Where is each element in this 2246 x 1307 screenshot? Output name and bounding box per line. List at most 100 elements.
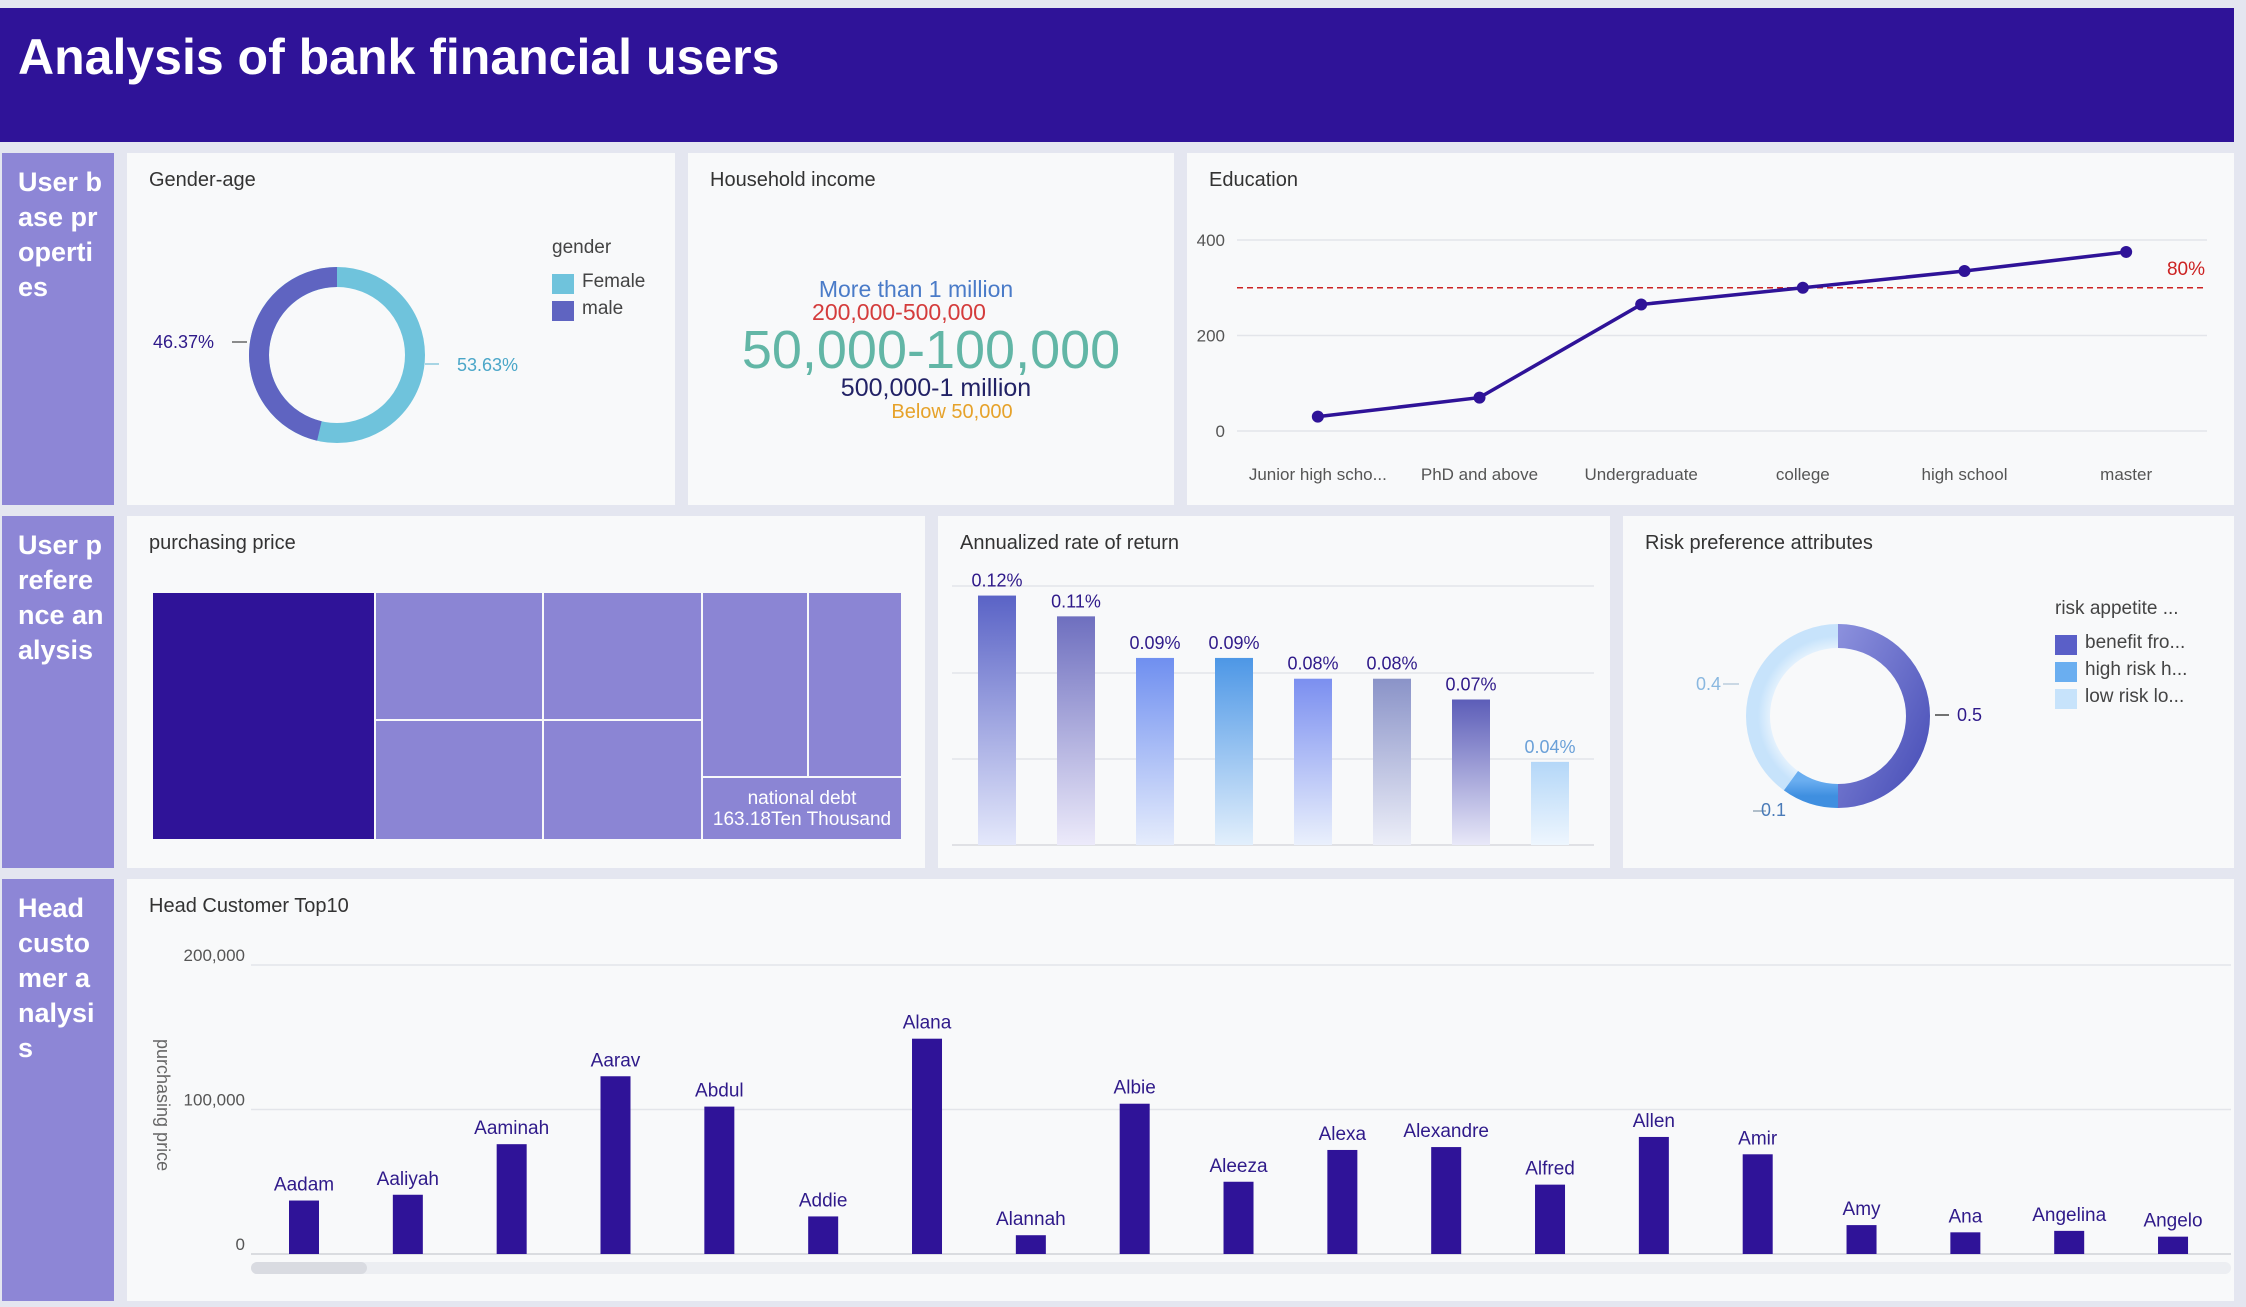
- bar-category-label: Alana: [903, 1013, 952, 1034]
- bar-category-label: Aarav: [591, 1050, 641, 1071]
- panel-purchasing-price: purchasing price national debt 163.18Ten…: [127, 516, 925, 868]
- bar-category-label: Abdul: [695, 1081, 744, 1102]
- data-label: 0.04%: [1524, 737, 1575, 757]
- bar[interactable]: [1535, 1184, 1566, 1254]
- treemap-node-name: national debt: [747, 788, 857, 809]
- bar[interactable]: [2054, 1230, 2085, 1254]
- bar-category-label: Aadam: [274, 1175, 334, 1196]
- data-label: 0.11%: [1051, 591, 1101, 611]
- treemap-node[interactable]: [153, 593, 374, 839]
- data-point[interactable]: [1311, 410, 1324, 423]
- legend-title: gender: [552, 237, 612, 258]
- treemap-node-national-debt[interactable]: national debt 163.18Ten Thousand: [703, 778, 901, 839]
- scrollbar-thumb[interactable]: [251, 1262, 367, 1274]
- panel-risk-preference: Risk preference attributes: [1623, 516, 2234, 868]
- data-label: 0.09%: [1129, 633, 1180, 653]
- bar[interactable]: [912, 1038, 943, 1254]
- education-line-chart: 0 200 400 Junior high scho... PhD and above U…: [1197, 231, 2207, 484]
- data-point[interactable]: [1635, 298, 1648, 311]
- bar[interactable]: [1531, 761, 1569, 845]
- data-label: 0.08%: [1287, 654, 1338, 674]
- bar-category-label: Alfred: [1525, 1159, 1575, 1180]
- bar[interactable]: [496, 1144, 527, 1254]
- treemap-node[interactable]: [376, 721, 542, 839]
- word-cloud-item[interactable]: Below 50,000: [891, 401, 1013, 423]
- bar[interactable]: [1638, 1136, 1669, 1254]
- bar-category-label: Allen: [1633, 1111, 1675, 1132]
- panel-annualized-return: Annualized rate of return 0.12% 0.11% 0.09…: [938, 516, 1610, 868]
- word-cloud-item[interactable]: 500,000-1 million: [840, 374, 1032, 402]
- bar[interactable]: [1015, 1235, 1046, 1254]
- treemap-node[interactable]: [544, 593, 701, 719]
- bar[interactable]: [1294, 678, 1332, 845]
- treemap-node[interactable]: [376, 593, 542, 719]
- bar[interactable]: [1223, 1181, 1254, 1254]
- panel-gender-age: Gender-age 46.37% 53.63% gender Female m…: [127, 153, 675, 505]
- donut-slice-benefit[interactable]: [1837, 624, 1930, 808]
- bar[interactable]: [392, 1194, 423, 1254]
- data-label: 0.12%: [971, 571, 1022, 591]
- data-point[interactable]: [2120, 245, 2133, 258]
- donut-slice-high-risk[interactable]: [1783, 770, 1839, 808]
- bar[interactable]: [1452, 699, 1490, 846]
- data-label: 0.09%: [1208, 633, 1259, 653]
- donut-label-high-risk: 0.1: [1761, 800, 1786, 820]
- x-tick-label: high school: [1921, 465, 2007, 484]
- y-axis-label: purchasing price: [153, 1039, 173, 1171]
- bar[interactable]: [1057, 616, 1095, 845]
- panel-title: Annualized rate of return: [960, 532, 1180, 554]
- data-point[interactable]: [1796, 281, 1809, 294]
- bar[interactable]: [1846, 1225, 1877, 1254]
- legend-title: risk appetite ...: [2055, 598, 2179, 619]
- x-tick-label: PhD and above: [1421, 465, 1538, 484]
- x-tick-label: college: [1776, 465, 1830, 484]
- bar-category-label: Albie: [1114, 1078, 1156, 1099]
- treemap-node[interactable]: [809, 593, 901, 776]
- bar-category-label: Aaliyah: [377, 1169, 439, 1190]
- section-label-user-base: User base properties: [2, 153, 114, 505]
- x-tick-label: Undergraduate: [1584, 465, 1697, 484]
- head-customer-bar-chart: purchasing price 0 100,000 200,000 Aadam Aal…: [153, 946, 2231, 1255]
- word-cloud-item[interactable]: More than 1 million: [818, 276, 1014, 302]
- bar-category-label: Aaminah: [474, 1118, 549, 1139]
- treemap-node[interactable]: [544, 721, 701, 839]
- data-point[interactable]: [1958, 265, 1971, 278]
- data-point[interactable]: [1473, 391, 1486, 404]
- panel-title: Risk preference attributes: [1645, 532, 1873, 554]
- bar[interactable]: [289, 1200, 319, 1254]
- bar-category-label: Aleeza: [1209, 1156, 1268, 1177]
- bar[interactable]: [1119, 1103, 1150, 1254]
- panel-education: Education 0 200 400 Junior high scho... PhD …: [1187, 153, 2234, 505]
- threshold-label: 80%: [2167, 259, 2205, 280]
- panel-title: purchasing price: [149, 532, 296, 554]
- word-cloud-item[interactable]: 200,000-500,000: [812, 299, 986, 325]
- legend-label: high risk h...: [2085, 659, 2188, 680]
- chart-scrollbar[interactable]: [251, 1262, 2231, 1274]
- bar[interactable]: [1373, 678, 1411, 845]
- y-tick-label: 0: [1216, 422, 1225, 441]
- legend-label: benefit fro...: [2085, 632, 2186, 653]
- page-title: Analysis of bank financial users: [18, 29, 780, 85]
- bar[interactable]: [1431, 1147, 1462, 1254]
- bar[interactable]: [1327, 1149, 1358, 1254]
- bar[interactable]: [808, 1216, 839, 1254]
- bar[interactable]: [1950, 1232, 1981, 1254]
- panel-head-customer: Head Customer Top10 purchasing price 0 10…: [127, 879, 2234, 1301]
- treemap-node-value: 163.18Ten Thousand: [712, 809, 892, 830]
- donut-slice-male[interactable]: [249, 267, 338, 441]
- bar[interactable]: [2158, 1236, 2189, 1254]
- x-tick-label: master: [2100, 465, 2152, 484]
- bar[interactable]: [600, 1076, 631, 1254]
- bar[interactable]: [978, 595, 1016, 845]
- word-cloud-item[interactable]: 50,000-100,000: [741, 320, 1121, 380]
- bar[interactable]: [1215, 657, 1253, 845]
- legend-label: low risk lo...: [2085, 686, 2185, 707]
- x-tick-label: Junior high scho...: [1249, 465, 1387, 484]
- treemap-node[interactable]: [703, 593, 807, 776]
- bar[interactable]: [1742, 1154, 1773, 1254]
- legend-swatch: [2055, 662, 2077, 682]
- legend-swatch: [2055, 689, 2077, 709]
- bar[interactable]: [1136, 657, 1174, 845]
- bar[interactable]: [704, 1106, 735, 1254]
- section-label-user-preference: User preference analysis: [2, 516, 114, 868]
